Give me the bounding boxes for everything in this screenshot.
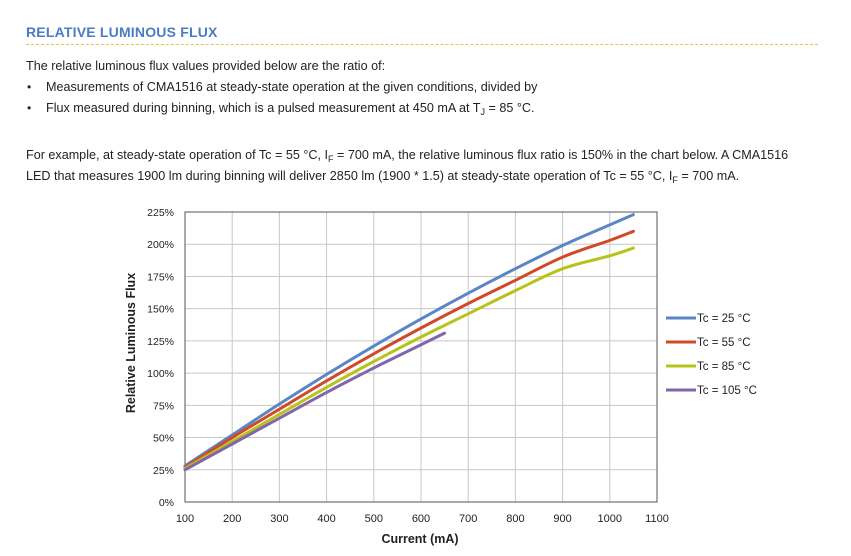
chart-grid (184, 211, 658, 503)
y-tick-label: 100% (147, 368, 174, 380)
chart-series (183, 213, 635, 472)
x-tick-label: 1100 (645, 513, 669, 525)
x-tick-label: 900 (553, 513, 571, 525)
section-title: RELATIVE LUMINOUS FLUX (26, 24, 218, 40)
x-tick-label: 400 (317, 513, 335, 525)
example-text-line-2: LED that measures 1900 lm during binning… (26, 169, 740, 185)
y-tick-label: 225% (147, 207, 174, 219)
x-tick-label: 500 (365, 513, 383, 525)
y-tick-label: 150% (147, 304, 174, 316)
legend-label-3: Tc = 85 °C (697, 361, 751, 373)
bullet-item-measurements: Measurements of CMA1516 at steady-state … (46, 80, 538, 94)
y-tick-label: 175% (147, 271, 174, 283)
y-tick-label: 200% (147, 239, 174, 251)
title-divider (26, 44, 818, 45)
chart-axes: 100 200 300 400 500 600 700 800 900 1000 1100 0% 25%… (147, 207, 669, 525)
y-tick-label: 75% (153, 400, 174, 412)
x-tick-label: 800 (506, 513, 524, 525)
legend-label-4: Tc = 105 °C (697, 385, 757, 397)
x-tick-label: 700 (459, 513, 477, 525)
y-axis-label: Relative Luminous Flux (124, 273, 138, 413)
series-line-4 (183, 331, 447, 472)
legend-label-2: Tc = 55 °C (697, 337, 751, 349)
x-tick-label: 300 (270, 513, 288, 525)
x-tick-label: 1000 (598, 513, 622, 525)
bullet-item-binning: Flux measured during binning, which is a… (46, 101, 535, 117)
y-tick-label: 50% (153, 433, 174, 445)
series-line-1 (183, 213, 635, 468)
x-tick-label: 600 (412, 513, 430, 525)
series-line-3 (183, 246, 635, 470)
y-tick-label: 125% (147, 336, 174, 348)
x-tick-label: 100 (176, 513, 194, 525)
series-line-2 (183, 229, 635, 469)
intro-text: The relative luminous flux values provid… (26, 59, 386, 73)
legend-label-1: Tc = 25 °C (697, 313, 751, 325)
x-tick-label: 200 (223, 513, 241, 525)
y-tick-label: 0% (159, 497, 174, 509)
y-tick-label: 25% (153, 465, 174, 477)
chart-legend: Tc = 25 °C Tc = 55 °C Tc = 85 °C Tc = 105 °… (666, 313, 757, 397)
x-axis-label: Current (mA) (381, 532, 458, 546)
bullet-marker: • (27, 80, 32, 94)
example-text-line-1: For example, at steady-state operation o… (26, 148, 789, 164)
plot-frame (184, 211, 658, 503)
bullet-marker: • (27, 101, 32, 115)
